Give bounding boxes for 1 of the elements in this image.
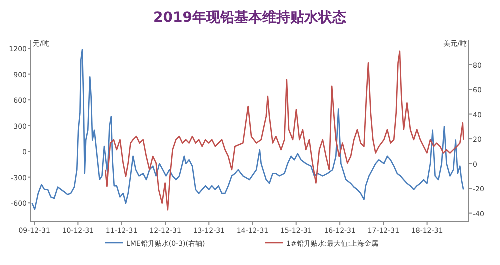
- chart-title: 2019年现铅基本维持贴水状态: [154, 9, 346, 26]
